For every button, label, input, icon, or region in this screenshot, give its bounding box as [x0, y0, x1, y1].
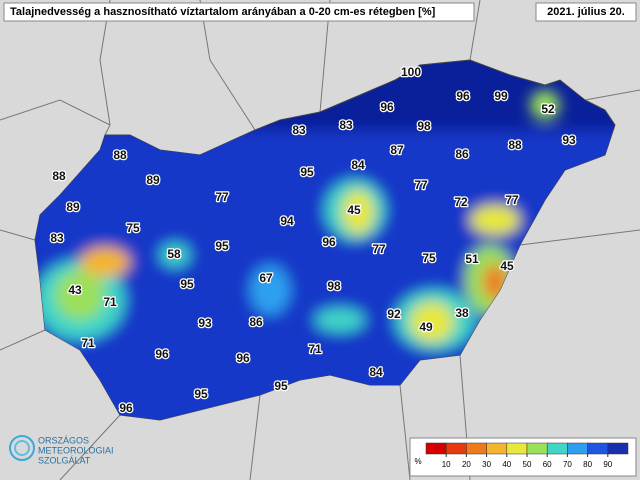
station-value: 71 — [308, 342, 322, 356]
station-value: 96 — [380, 100, 394, 114]
station-value: 86 — [455, 147, 469, 161]
date: 2021. július 20. — [547, 6, 625, 18]
station-value: 93 — [198, 316, 212, 330]
station-value: 51 — [465, 252, 479, 266]
colorbar-segment — [445, 442, 467, 455]
station-value: 83 — [339, 118, 353, 132]
station-value: 71 — [81, 336, 95, 350]
colorbar-tick-label: 70 — [563, 460, 572, 469]
station-value: 43 — [68, 283, 82, 297]
station-value: 49 — [419, 320, 433, 334]
station-value: 83 — [292, 123, 306, 137]
logo-text: SZOLGÁLAT — [38, 455, 91, 465]
station-value: 86 — [249, 315, 263, 329]
colorbar-tick-label: 60 — [543, 460, 552, 469]
station-value: 71 — [103, 295, 117, 309]
station-value: 92 — [387, 307, 401, 321]
station-value: 45 — [500, 259, 514, 273]
station-value: 98 — [417, 119, 431, 133]
station-value: 83 — [50, 231, 64, 245]
station-value: 94 — [280, 214, 294, 228]
station-value: 96 — [119, 401, 133, 415]
colorbar-tick-label: 30 — [482, 460, 491, 469]
colorbar-unit: % — [414, 457, 421, 466]
station-value: 38 — [455, 306, 469, 320]
station-value: 88 — [113, 148, 127, 162]
colorbar-segment — [486, 442, 508, 455]
colorbar-segment — [506, 442, 528, 455]
station-value: 77 — [215, 190, 229, 204]
colorbar-segment — [466, 442, 487, 455]
station-value: 95 — [180, 277, 194, 291]
station-value: 96 — [236, 351, 250, 365]
station-value: 77 — [372, 242, 386, 256]
station-value: 58 — [167, 247, 181, 261]
colorbar-segment — [526, 442, 548, 455]
station-value: 67 — [259, 271, 273, 285]
colorbar-tick-label: 80 — [583, 460, 592, 469]
logo — [9, 435, 35, 461]
station-value: 99 — [494, 89, 508, 103]
station-value: 95 — [274, 379, 288, 393]
station-value: 96 — [456, 89, 470, 103]
station-value: 75 — [422, 251, 436, 265]
station-value: 88 — [508, 138, 522, 152]
station-value: 100 — [401, 65, 421, 79]
station-value: 87 — [390, 143, 404, 157]
colorbar-tick-label: 90 — [603, 460, 612, 469]
colorbar-segment — [546, 442, 568, 455]
colorbar-tick-label: 40 — [502, 460, 511, 469]
station-value: 96 — [155, 347, 169, 361]
logo-text: ORSZÁGOS — [38, 435, 89, 445]
station-value: 72 — [454, 195, 468, 209]
station-value: 93 — [562, 133, 576, 147]
station-value: 75 — [126, 221, 140, 235]
station-value: 98 — [327, 279, 341, 293]
station-value: 96 — [322, 235, 336, 249]
station-value: 88 — [52, 169, 66, 183]
station-value: 77 — [505, 193, 519, 207]
title-box — [3, 2, 475, 22]
station-value: 84 — [369, 365, 383, 379]
station-value: 95 — [215, 239, 229, 253]
colorbar-segment — [567, 442, 588, 455]
colorbar-segment — [425, 442, 447, 455]
station-value: 52 — [541, 102, 555, 116]
colorbar-segment — [607, 442, 629, 455]
colorbar-tick-label: 20 — [462, 460, 471, 469]
colorbar-segment — [587, 442, 609, 455]
title: Talajnedvesség a hasznosítható víztartal… — [10, 6, 436, 18]
date-box — [535, 2, 637, 22]
station-value: 89 — [66, 200, 80, 214]
station-value: 95 — [194, 387, 208, 401]
station-value: 89 — [146, 173, 160, 187]
station-value: 45 — [347, 203, 361, 217]
colorbar-tick-label: 10 — [442, 460, 451, 469]
colorbar-tick-label: 50 — [523, 460, 532, 469]
station-value: 77 — [414, 178, 428, 192]
station-value: 84 — [351, 158, 365, 172]
station-value: 95 — [300, 165, 314, 179]
logo-text: METEOROLÓGIAI — [38, 445, 114, 455]
